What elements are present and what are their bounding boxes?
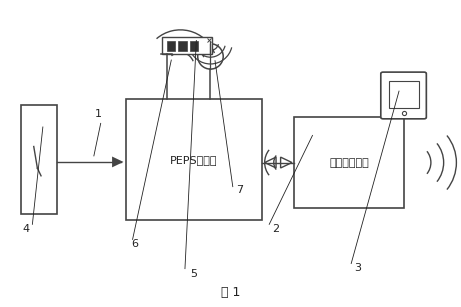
Text: 3: 3	[355, 263, 361, 273]
Bar	[294, 117, 403, 208]
FancyBboxPatch shape	[381, 72, 426, 119]
Polygon shape	[112, 157, 124, 167]
Text: PEPS控制器: PEPS控制器	[170, 154, 218, 165]
Text: 车载蓝牙模块: 车载蓝牙模块	[329, 157, 369, 168]
Text: 1: 1	[95, 109, 102, 119]
Text: 6: 6	[131, 239, 138, 249]
Text: 5: 5	[190, 269, 198, 279]
Text: 图 1: 图 1	[221, 286, 240, 299]
Bar	[167, 41, 175, 51]
Polygon shape	[281, 157, 292, 168]
Polygon shape	[265, 157, 276, 168]
Text: 2: 2	[272, 224, 280, 234]
Bar	[162, 37, 212, 54]
Bar	[189, 41, 198, 51]
Bar	[126, 99, 262, 220]
Bar	[178, 41, 187, 51]
Text: 7: 7	[236, 185, 243, 195]
Bar	[389, 81, 419, 108]
Text: 4: 4	[22, 224, 29, 234]
Bar	[21, 105, 58, 214]
